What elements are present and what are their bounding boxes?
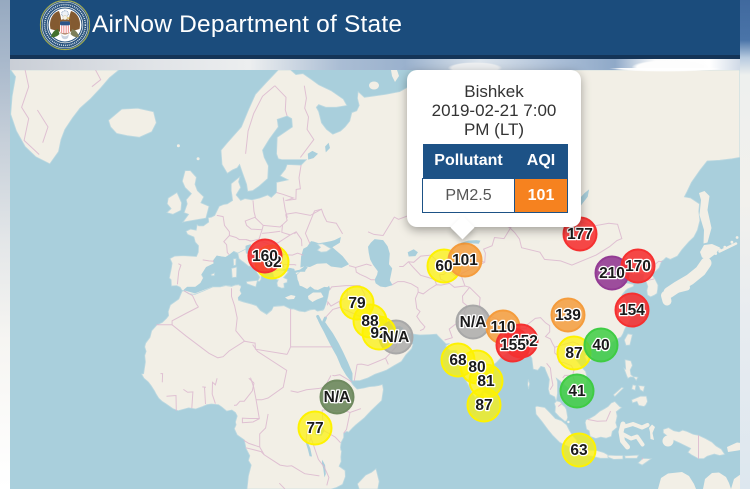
svg-text:N/A: N/A (383, 329, 410, 346)
svg-text:88: 88 (361, 313, 379, 330)
svg-text:139: 139 (555, 307, 581, 324)
svg-text:87: 87 (565, 345, 582, 362)
svg-text:87: 87 (475, 397, 492, 414)
svg-text:155: 155 (500, 337, 526, 354)
svg-text:170: 170 (625, 258, 651, 275)
svg-text:177: 177 (567, 226, 593, 243)
svg-text:40: 40 (592, 337, 609, 354)
svg-text:62: 62 (264, 254, 281, 271)
svg-text:63: 63 (570, 442, 588, 459)
svg-text:68: 68 (449, 352, 467, 369)
svg-text:101: 101 (452, 252, 478, 269)
svg-text:92: 92 (370, 325, 387, 342)
svg-text:79: 79 (348, 295, 366, 312)
svg-text:77: 77 (306, 420, 323, 437)
svg-text:N/A: N/A (324, 389, 351, 406)
svg-text:154: 154 (619, 302, 645, 319)
svg-text:80: 80 (468, 359, 485, 376)
svg-text:60: 60 (435, 258, 452, 275)
svg-text:N/A: N/A (460, 314, 487, 331)
svg-text:81: 81 (477, 373, 495, 390)
svg-text:41: 41 (568, 383, 586, 400)
svg-text:210: 210 (599, 265, 625, 282)
svg-text:160: 160 (252, 248, 278, 265)
svg-text:152: 152 (512, 333, 538, 350)
svg-text:110: 110 (490, 319, 515, 336)
